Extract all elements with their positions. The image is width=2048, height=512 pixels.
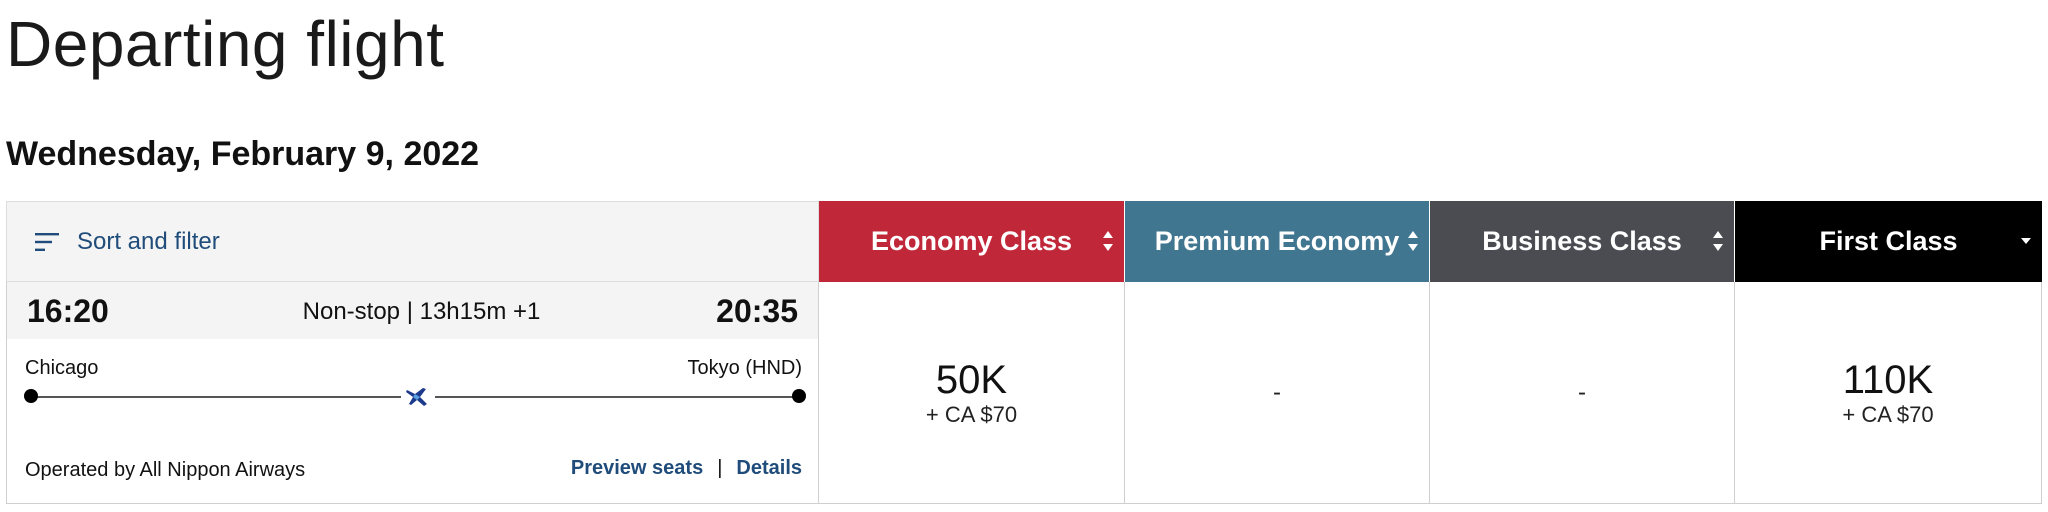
fare-unavailable: - (1578, 378, 1586, 406)
flight-times-bar: 16:20 Non-stop | 13h15m +1 20:35 (7, 282, 818, 339)
link-separator: | (717, 457, 723, 479)
premium-economy-fare-cell: - (1125, 282, 1430, 504)
destination-dot (792, 389, 806, 403)
arrival-time: 20:35 (716, 293, 798, 329)
first-class-label: First Class (1819, 226, 1958, 256)
ana-plane-icon (401, 385, 435, 409)
first-class-header[interactable]: First Class (1735, 201, 2042, 282)
fare-miles: 50K (935, 357, 1008, 402)
flight-card-links: Preview seats | Details (571, 457, 802, 480)
flight-card: 16:20 Non-stop | 13h15m +1 20:35 Chicago… (6, 282, 819, 504)
origin-dot (24, 389, 38, 403)
economy-fare-cell[interactable]: 50K + CA $70 (819, 282, 1125, 504)
stop-duration-info: Non-stop | 13h15m +1 (302, 298, 541, 325)
fare-miles: 110K (1842, 357, 1934, 402)
departure-date-heading: Wednesday, February 9, 2022 (6, 135, 480, 173)
economy-class-header[interactable]: Economy Class (819, 201, 1124, 282)
fare-unavailable: - (1273, 378, 1281, 406)
sort-updown-icon (1407, 229, 1419, 253)
flight-results-table: Sort and filter 16:20 Non-stop | 13h15m … (6, 201, 2042, 504)
sort-and-filter-button[interactable]: Sort and filter (6, 201, 819, 282)
sort-updown-icon (1712, 229, 1724, 253)
preview-seats-link[interactable]: Preview seats (570, 457, 704, 479)
fare-tax: + CA $70 (925, 401, 1018, 427)
first-class-fare-cell[interactable]: 110K + CA $70 (1735, 282, 2042, 504)
sort-updown-icon (1102, 229, 1114, 253)
destination-city: Tokyo (HND) (687, 357, 802, 379)
premium-economy-header[interactable]: Premium Economy (1125, 201, 1429, 282)
operated-by-text: Operated by All Nippon Airways (25, 459, 306, 481)
origin-city: Chicago (25, 357, 99, 379)
fare-tax: + CA $70 (1842, 401, 1934, 427)
business-class-label: Business Class (1482, 226, 1682, 256)
details-link[interactable]: Details (736, 457, 802, 479)
sort-down-icon (2020, 229, 2032, 253)
filter-lines-icon (35, 232, 61, 252)
business-fare-cell: - (1430, 282, 1735, 504)
sort-and-filter-label: Sort and filter (77, 227, 220, 255)
departure-time: 16:20 (27, 293, 109, 329)
premium-economy-label: Premium Economy (1154, 226, 1400, 256)
business-class-header[interactable]: Business Class (1430, 201, 1734, 282)
page-title: Departing flight (6, 8, 445, 80)
economy-class-label: Economy Class (870, 226, 1073, 256)
